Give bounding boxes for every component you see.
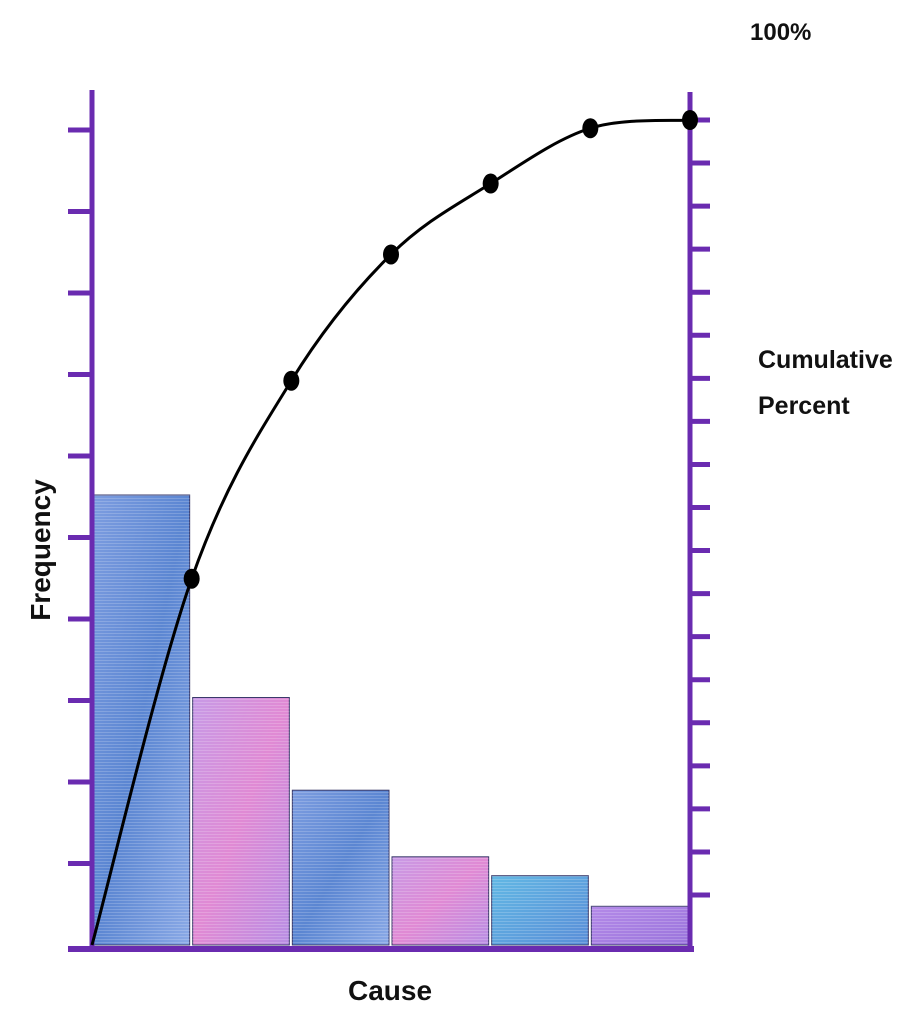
cumulative-point-4 xyxy=(482,173,499,194)
bars-group xyxy=(92,494,689,946)
bar-texture-6 xyxy=(591,906,688,945)
y2-axis-label-line2: Percent xyxy=(758,392,850,420)
cumulative-line xyxy=(90,118,691,946)
cumulative-curve-group xyxy=(90,110,698,946)
axes-group xyxy=(68,90,710,952)
cumulative-point-1 xyxy=(183,568,200,589)
bar-texture-1 xyxy=(93,495,190,945)
cumulative-point-2 xyxy=(283,370,300,391)
bar-texture-5 xyxy=(491,875,589,945)
y2-max-label: 100% xyxy=(750,19,811,46)
cumulative-point-5 xyxy=(582,118,599,139)
y-axis-label: Frequency xyxy=(25,479,56,621)
x-axis-label: Cause xyxy=(348,975,432,1006)
y2-axis-label-line1: Cumulative xyxy=(758,346,893,374)
cumulative-point-6 xyxy=(682,110,698,130)
bar-texture-2 xyxy=(192,697,290,945)
bar-texture-3 xyxy=(292,790,389,945)
bar-texture-4 xyxy=(392,856,489,945)
cumulative-point-3 xyxy=(383,244,399,265)
